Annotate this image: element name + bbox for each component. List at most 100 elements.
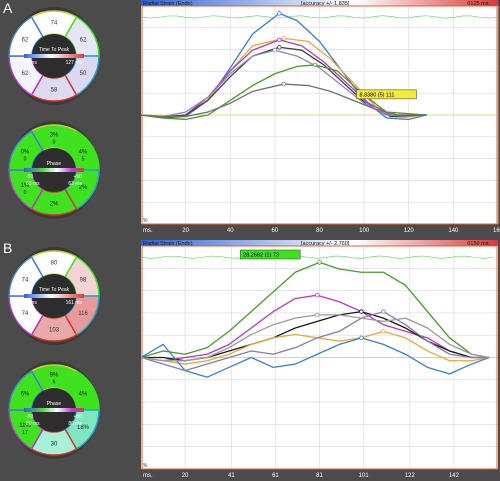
ecg-trace <box>141 255 494 259</box>
peak-marker <box>359 335 364 341</box>
ring-title: Phase <box>47 401 61 407</box>
peak-marker <box>359 309 364 314</box>
x-tick-label: 40 <box>227 228 234 234</box>
y-unit-label: % <box>143 463 148 469</box>
x-tick-label: 142 <box>449 473 460 479</box>
peak-marker <box>277 45 282 50</box>
segment-value: 74 <box>22 311 29 317</box>
segment-value: 62 <box>22 71 29 77</box>
right-ms-label: 80 ms <box>68 421 82 427</box>
segment-value: 6% <box>21 391 30 397</box>
x-unit-label: ms. <box>143 228 153 234</box>
peak-marker <box>277 37 282 43</box>
scale-max-label: 161 ms <box>66 300 83 306</box>
x-tick-label: 20 <box>182 473 189 479</box>
segment-value: 11% <box>19 423 31 429</box>
series-line <box>141 337 490 378</box>
strain-chart[interactable]: Radial Strain (Endo) [accuracy +/- 2.760]… <box>141 240 500 481</box>
value-annotation-box <box>239 249 301 260</box>
peak-marker <box>281 36 286 41</box>
panel-letter-a: A <box>3 0 13 16</box>
color-scale-bar <box>24 54 84 58</box>
segment-value: 116 <box>78 311 88 317</box>
x-tick-label: 140 <box>448 228 459 234</box>
segment-value: 4% <box>79 149 88 155</box>
scale-min-label: 1 ms <box>26 300 37 306</box>
scale-min-label: -50 <box>26 174 33 180</box>
peak-marker <box>281 81 286 87</box>
segment-sub-value: 5 <box>82 156 85 162</box>
scale-min-label: -50 <box>26 414 33 420</box>
ecg-trace <box>141 15 499 19</box>
segment-value: 74 <box>51 21 58 27</box>
color-scale-bar <box>24 408 84 412</box>
peak-marker <box>381 329 386 334</box>
x-tick-label: 81 <box>316 473 323 479</box>
value-annotation-text: 8.8380 (5) 111 <box>359 92 394 98</box>
peak-marker <box>272 47 278 53</box>
x-tick-label: 61 <box>272 473 279 479</box>
segment-sub-value: 0 <box>24 190 27 196</box>
time-to-peak-ring[interactable]: 74 62 50 58 62 62 Time To Peak 0 ms 127 ms <box>8 4 100 108</box>
peak-marker <box>317 260 322 265</box>
segment-value: 50 <box>80 71 87 77</box>
peak-marker <box>315 312 320 318</box>
ring-title: Time To Peak <box>39 47 70 53</box>
peak-marker <box>312 62 318 68</box>
x-unit-label: ms. <box>143 473 153 479</box>
x-tick-label: 100 <box>359 228 370 234</box>
accuracy-label: [accuracy +/- 1.835] <box>301 1 350 7</box>
segment-value: 2% <box>79 185 88 191</box>
peak-marker <box>381 309 386 314</box>
segment-value: 103 <box>49 328 60 334</box>
scale-max-label: 127 ms <box>66 60 83 66</box>
time-label: 0125 ms. <box>467 1 490 7</box>
segment-sub-value: 6 <box>53 380 56 386</box>
time-label: 0159 ms. <box>467 241 490 247</box>
x-tick-label: 120 <box>404 228 415 234</box>
segment-value: 9% <box>50 373 59 379</box>
segment-sub-value: 0 <box>24 156 27 162</box>
time-to-peak-ring[interactable]: 80 98 116 103 74 74 Time To Peak 1 ms 161 ms <box>8 244 100 348</box>
segment-value: 74 <box>22 277 29 283</box>
segment-value: 4% <box>79 391 88 397</box>
peak-marker <box>315 292 320 298</box>
ring-title: Time To Peak <box>39 287 70 293</box>
series-line <box>141 310 490 372</box>
segment-sub-value: 17 <box>22 430 28 436</box>
x-tick-label: 41 <box>228 473 235 479</box>
segment-value: 30 <box>51 442 58 448</box>
header-strip <box>141 0 498 6</box>
header-strip <box>141 240 498 246</box>
segment-sub-value: 0 <box>53 140 56 146</box>
scale-max-label: +50 <box>74 414 83 420</box>
strain-chart[interactable]: Radial Strain (Endo) [accuracy +/- 1.835]… <box>141 0 500 236</box>
right-ms-label: 63 ms <box>68 181 82 187</box>
x-tick-label: 122 <box>405 473 416 479</box>
peak-marker <box>277 11 282 16</box>
segment-value: 0% <box>21 149 30 155</box>
color-scale-bar <box>24 294 84 298</box>
x-tick-label: 80 <box>316 228 323 234</box>
ring-title: Phase <box>47 161 61 167</box>
series-line <box>141 12 427 121</box>
x-tick-label: 101 <box>359 473 370 479</box>
segment-value: 1% <box>21 183 30 189</box>
y-unit-label: % <box>143 218 148 224</box>
value-annotation-text: 28.2682 (1) 73 <box>243 253 279 259</box>
segment-value: 62 <box>80 37 87 43</box>
segment-value: 98 <box>80 277 87 283</box>
left-ms-label: 80 ms <box>26 421 40 427</box>
scale-max-label: +50 <box>74 174 83 180</box>
segment-value: 58 <box>51 88 58 94</box>
chart-title: Radial Strain (Endo) <box>143 241 193 247</box>
segment-value: 18% <box>77 425 90 431</box>
x-tick-label: 20 <box>182 228 189 234</box>
color-scale-bar <box>24 168 84 172</box>
segment-value: 80 <box>51 261 58 267</box>
x-tick-label: 160 <box>493 228 500 234</box>
scale-min-label: 0 ms <box>26 60 37 66</box>
segment-value: 2% <box>50 202 59 208</box>
